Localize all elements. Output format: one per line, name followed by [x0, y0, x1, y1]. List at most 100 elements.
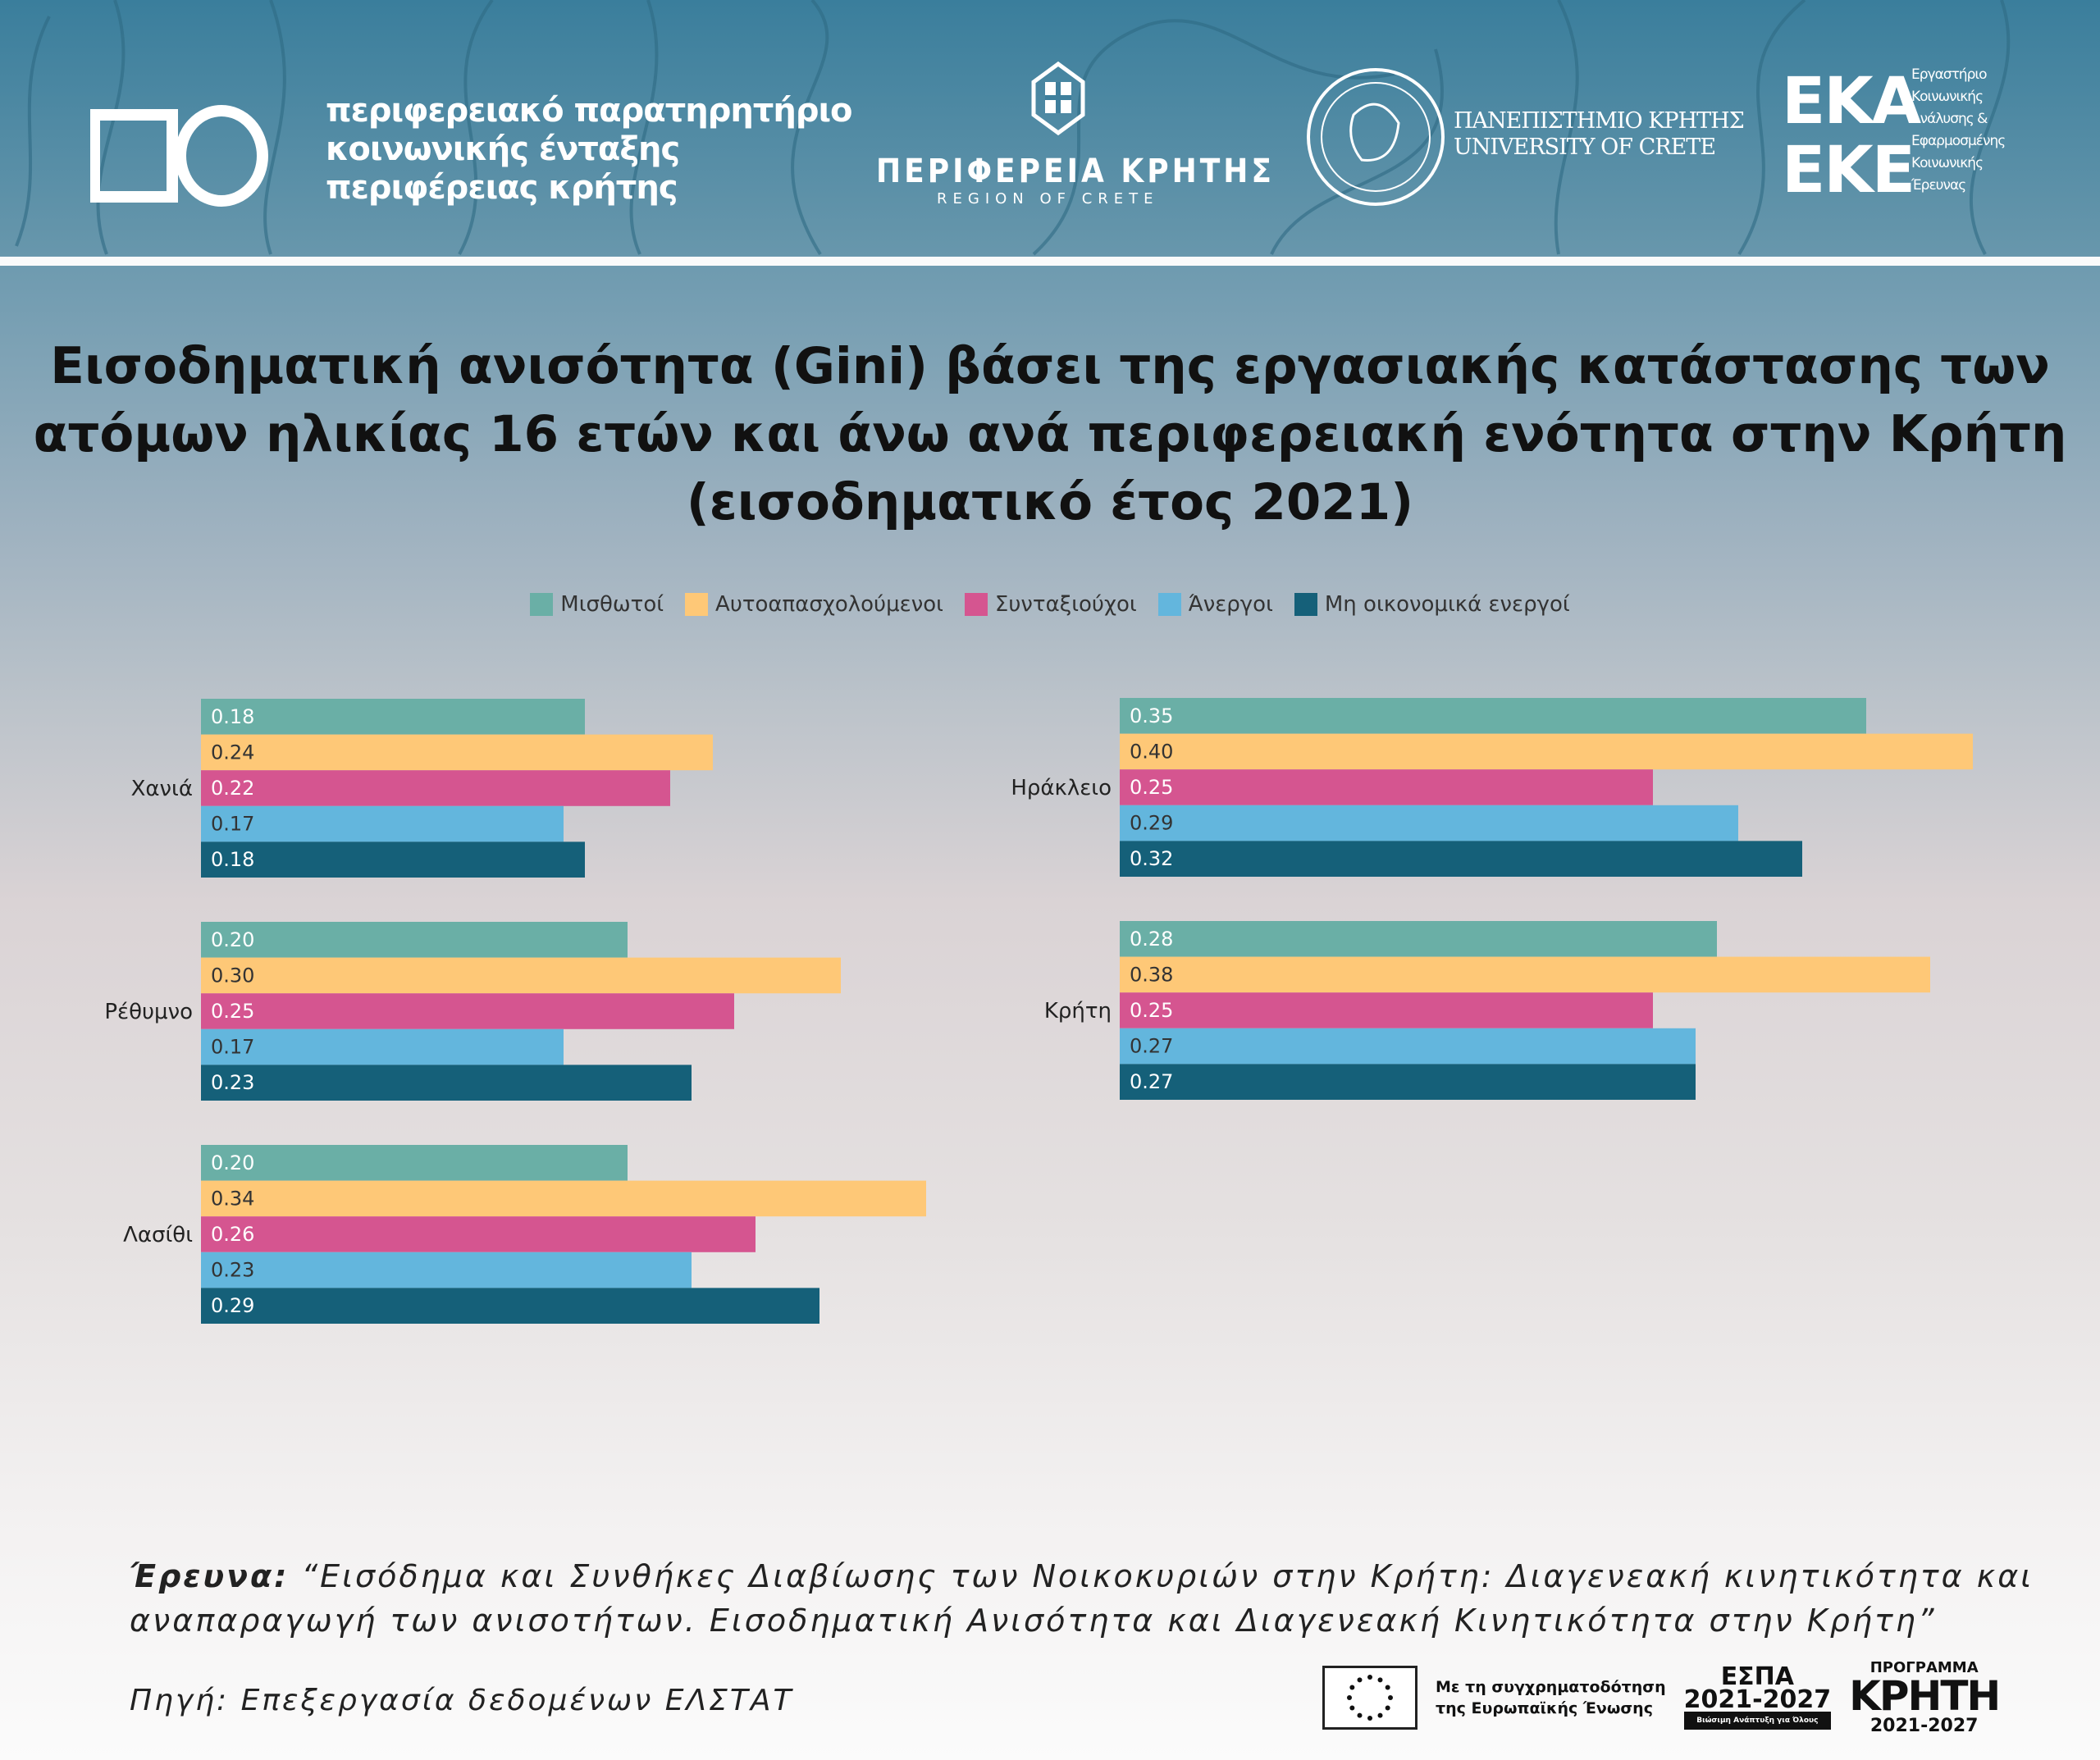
data-label: 0.38: [1130, 963, 1173, 986]
source-note: Πηγή: Επεξεργασία δεδομένων ΕΛΣΤΑΤ: [130, 1684, 794, 1717]
category-label: Κρήτη: [1044, 999, 1112, 1024]
bar: [1120, 921, 1717, 957]
bar: [201, 841, 585, 878]
observatory-line-3: περιφέρειας κρήτης: [326, 169, 678, 207]
programme-crete-logo: ΠΡΟΓΡΑΜΜΑ ΚΡΗΤΗ 2021-2027: [1849, 1659, 2001, 1736]
programme-label: ΠΡΟΓΡΑΜΜΑ: [1869, 1659, 1979, 1676]
eka-sub-3: Ανάλυσης &: [1911, 111, 1988, 127]
category-label: Ρέθυμνο: [104, 1000, 193, 1024]
legend-swatch: [530, 593, 554, 616]
bar: [201, 922, 628, 958]
programme-years: 2021-2027: [1869, 1716, 1979, 1736]
eka-subtitle: Εργαστήριο Κοινωνικής Ανάλυσης & Εφαρμοσ…: [1911, 64, 2006, 197]
eka-logo: ΕΚΑ ΕΚΕ: [1782, 65, 1921, 207]
chart-title-line-1: Εισοδηματική ανισότητα (Gini) βάσει της …: [50, 337, 2050, 395]
legend-swatch: [1157, 593, 1181, 616]
bar: [1120, 956, 1930, 993]
funding-logos: Με τη συγχρηματοδότηση της Ευρωπαϊκής Έν…: [1322, 1659, 2001, 1736]
chart-title-line-2: ατόμων ηλικίας 16 ετών και άνω ανά περιφ…: [33, 405, 2067, 463]
bar: [201, 1216, 756, 1252]
category-label: Λασίθι: [123, 1223, 193, 1247]
header-divider: [0, 257, 2100, 266]
university-name: ΠΑΝΕΠΙΣΤΗΜΙΟ ΚΡΗΤΗΣ UNIVERSITY OF CRETE: [1454, 108, 1745, 161]
bar: [201, 1145, 628, 1181]
data-label: 0.40: [1130, 740, 1173, 763]
eka-logo-line-1: ΕΚΑ: [1782, 65, 1921, 139]
legend-item: Συνταξιούχοι: [964, 592, 1137, 617]
eu-flag-icon: [1322, 1666, 1418, 1730]
data-label: 0.35: [1130, 704, 1173, 727]
chart-title: Εισοδηματική ανισότητα (Gini) βάσει της …: [0, 332, 2100, 536]
espa-slogan: Βιώσιμη Ανάπτυξη για Όλους: [1683, 1712, 1832, 1730]
bar: [201, 1288, 819, 1324]
legend-label: Άνεργοι: [1188, 592, 1273, 617]
bar: [201, 699, 585, 735]
bar: [201, 770, 670, 806]
data-label: 0.28: [1130, 928, 1173, 951]
data-label: 0.24: [211, 741, 254, 764]
bar: [201, 1065, 692, 1101]
bar: [201, 805, 564, 842]
espa-title: ΕΣΠΑ: [1720, 1662, 1794, 1691]
category-label: Ηράκλειο: [1011, 776, 1112, 800]
data-label: 0.34: [211, 1187, 254, 1210]
data-label: 0.32: [1130, 847, 1173, 870]
category-label: Χανιά: [131, 777, 193, 801]
legend-label: Συνταξιούχοι: [994, 592, 1137, 617]
data-label: 0.18: [211, 848, 254, 871]
espa-logo: ΕΣΠΑ 2021-2027 Βιώσιμη Ανάπτυξη για Όλου…: [1683, 1662, 1832, 1730]
legend-label: Αυτοαπασχολούμενοι: [715, 592, 943, 617]
survey-label: Έρευνα:: [130, 1558, 290, 1594]
eka-sub-2: Κοινωνικής: [1911, 89, 1984, 105]
eu-cofunding-text: Με τη συγχρηματοδότηση της Ευρωπαϊκής Έν…: [1436, 1676, 1666, 1719]
eka-logo-line-2: ΕΚΕ: [1782, 134, 1915, 207]
observatory-line-1: περιφερειακό παρατηρητήριο: [326, 92, 853, 130]
data-label: 0.29: [211, 1294, 254, 1317]
header-banner: περιφερειακό παρατηρητήριο κοινωνικής έν…: [0, 0, 2100, 256]
region-crete-title: ΠΕΡΙΦΕΡΕΙΑ ΚΡΗΤΗΣ: [876, 153, 1275, 190]
eu-text-line-2: της Ευρωπαϊκής Ένωσης: [1436, 1699, 1653, 1717]
data-label: 0.27: [1130, 1035, 1173, 1058]
bar: [201, 993, 734, 1029]
bar: [1120, 733, 1973, 770]
data-label: 0.30: [211, 964, 254, 987]
bar: [201, 957, 841, 994]
legend-item: Μισθωτοί: [530, 592, 664, 617]
eka-sub-1: Εργαστήριο: [1911, 66, 1988, 83]
observatory-title: περιφερειακό παρατηρητήριο κοινωνικής έν…: [326, 92, 853, 207]
chart-title-line-3: (εισοδηματικό έτος 2021): [686, 473, 1414, 531]
bar: [201, 1180, 926, 1217]
region-crete-subtitle: REGION OF CRETE: [937, 190, 1159, 207]
legend-item: Άνεργοι: [1157, 592, 1273, 617]
bar: [1120, 698, 1866, 734]
bar: [1120, 1028, 1696, 1065]
greek-coat-of-arms-icon: [1031, 61, 1085, 136]
data-label: 0.27: [1130, 1070, 1173, 1093]
bar: [1120, 1064, 1696, 1100]
data-label: 0.23: [211, 1259, 254, 1282]
legend-swatch: [1294, 593, 1317, 616]
eu-text-line-1: Με τη συγχρηματοδότηση: [1436, 1678, 1666, 1696]
legend-label: Μη οικονομικά ενεργοί: [1324, 592, 1570, 617]
data-label: 0.17: [211, 813, 254, 836]
survey-note: Έρευνα: “Εισόδημα και Συνθήκες Διαβίωσης…: [130, 1554, 2082, 1643]
survey-text: “Εισόδημα και Συνθήκες Διαβίωσης των Νοι…: [130, 1558, 2034, 1639]
eka-sub-6: Έρευνας: [1911, 177, 1966, 194]
bar: [1120, 805, 1738, 841]
legend-label: Μισθωτοί: [560, 592, 664, 617]
data-label: 0.25: [1130, 776, 1173, 799]
data-label: 0.18: [211, 705, 254, 728]
topographic-pattern: [15, 0, 2011, 256]
programme-name: ΚΡΗΤΗ: [1849, 1672, 2001, 1720]
legend-item: Αυτοαπασχολούμενοι: [685, 592, 943, 617]
eka-sub-4: Εφαρμοσμένης: [1911, 133, 2006, 149]
data-label: 0.17: [211, 1036, 254, 1059]
data-label: 0.25: [211, 1000, 254, 1023]
data-label: 0.29: [1130, 812, 1173, 835]
data-label: 0.26: [211, 1223, 254, 1246]
university-name-gr: ΠΑΝΕΠΙΣΤΗΜΙΟ ΚΡΗΤΗΣ: [1454, 108, 1745, 134]
bar: [1120, 992, 1653, 1028]
eka-sub-5: Κοινωνικής: [1911, 155, 1984, 171]
bar: [1120, 841, 1802, 877]
bar: [201, 1252, 692, 1288]
